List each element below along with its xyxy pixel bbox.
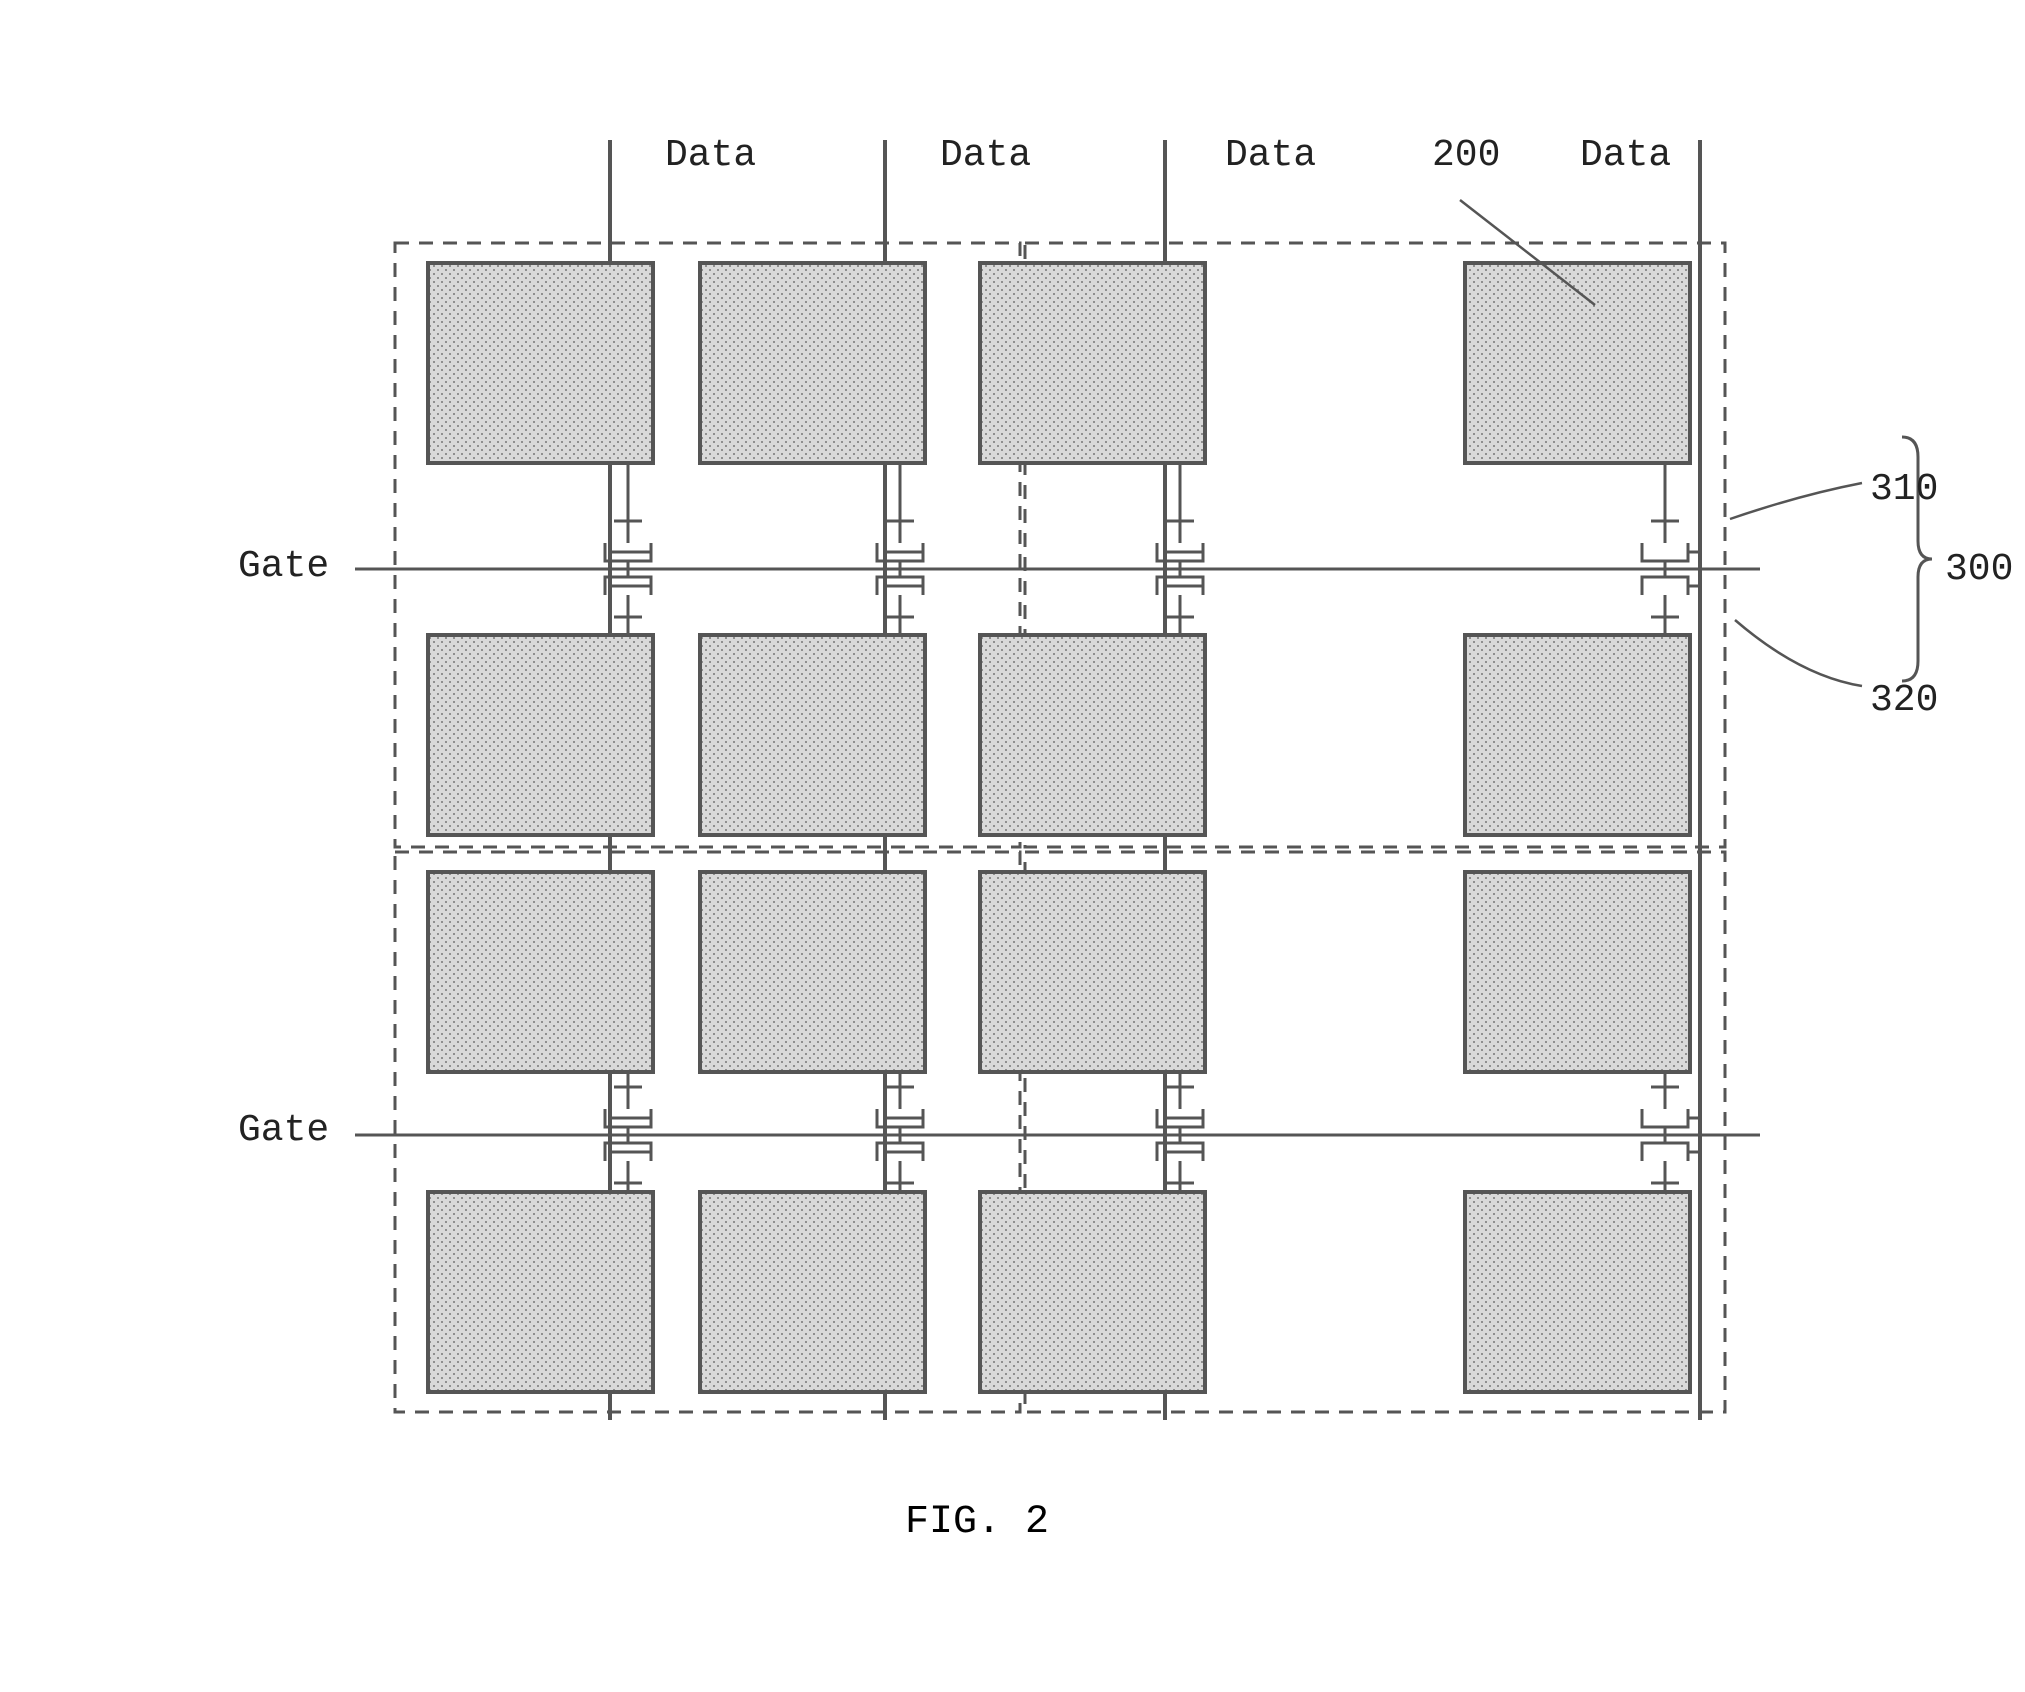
- pixel-electrode: [700, 1192, 925, 1392]
- pixel-electrode: [428, 1192, 653, 1392]
- leader-320: [1735, 620, 1862, 686]
- ref-320-label: 320: [1870, 679, 1938, 722]
- pixel-electrode: [980, 1192, 1205, 1392]
- tft-icon: [1642, 1135, 1700, 1192]
- leader-310: [1730, 483, 1862, 519]
- pixel-electrode: [428, 263, 653, 463]
- pixel-electrode: [1465, 872, 1690, 1072]
- pixel-electrode: [980, 872, 1205, 1072]
- figure-2-stage: Data Data Data Data 200 Gate Gate 310 320 300 FIG…: [0, 0, 2025, 1692]
- tft-icon: [1642, 569, 1700, 635]
- pixel-electrode: [428, 635, 653, 835]
- data-label: Data: [665, 134, 756, 177]
- data-label: Data: [1225, 134, 1316, 177]
- pixel-electrode: [980, 635, 1205, 835]
- pixel-electrode: [1465, 635, 1690, 835]
- pixel-electrode: [700, 263, 925, 463]
- figure-caption: FIG. 2: [905, 1500, 1049, 1545]
- gate-label: Gate: [238, 1109, 329, 1152]
- diagram-svg: Data Data Data Data 200 Gate Gate 310 320 300: [0, 0, 2025, 1692]
- data-label: Data: [940, 134, 1031, 177]
- pixel-electrode: [700, 635, 925, 835]
- ref-200-label: 200: [1432, 134, 1500, 177]
- pixel-electrode: [700, 872, 925, 1072]
- tft-icon: [1642, 1072, 1700, 1135]
- pixel-electrode: [428, 872, 653, 1072]
- ref-300-label: 300: [1945, 548, 2013, 591]
- data-label: Data: [1580, 134, 1671, 177]
- pixel-electrode: [1465, 1192, 1690, 1392]
- tft-icon: [1642, 463, 1700, 569]
- pixel-electrode: [980, 263, 1205, 463]
- gate-label: Gate: [238, 545, 329, 588]
- pixel-electrode: [1465, 263, 1690, 463]
- ref-310-label: 310: [1870, 468, 1938, 511]
